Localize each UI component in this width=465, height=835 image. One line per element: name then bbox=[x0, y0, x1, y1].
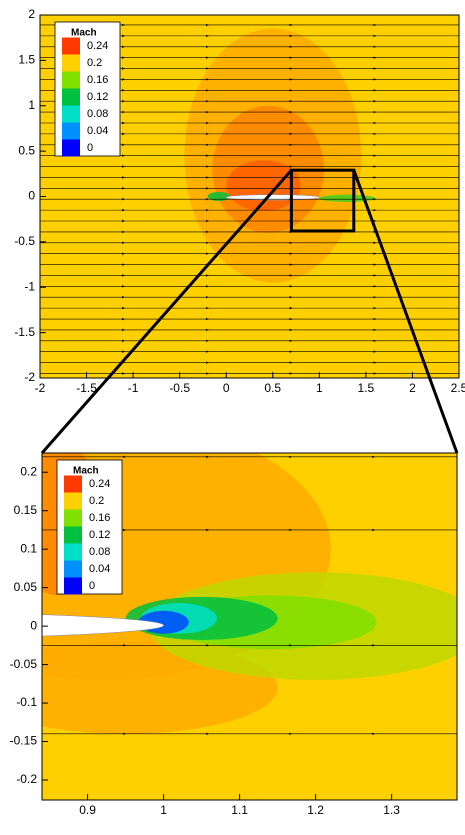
legend-swatch bbox=[64, 526, 82, 544]
mach-region bbox=[207, 191, 230, 202]
y-tick-label: 1.5 bbox=[18, 53, 35, 67]
legend-swatch bbox=[62, 37, 80, 55]
y-tick-label: 0.5 bbox=[18, 143, 35, 157]
legend-swatch bbox=[62, 88, 80, 106]
y-tick-label: -0.5 bbox=[14, 234, 35, 248]
legend-title: Mach bbox=[71, 28, 97, 39]
x-tick-label: 0.5 bbox=[264, 381, 281, 395]
airfoil-body bbox=[42, 614, 164, 637]
legend-label: 0.12 bbox=[87, 91, 108, 103]
zoom-connector bbox=[352, 169, 459, 454]
legend-swatch bbox=[62, 122, 80, 140]
legend-title: Mach bbox=[73, 466, 99, 477]
y-tick-label: 0 bbox=[28, 189, 35, 203]
y-tick-label: -1 bbox=[24, 279, 35, 293]
y-tick-label: -0.05 bbox=[10, 657, 38, 671]
x-tick-label: 1 bbox=[316, 381, 323, 395]
mach-region bbox=[319, 194, 376, 202]
legend-swatch bbox=[64, 509, 82, 527]
legend-label: 0.2 bbox=[87, 57, 102, 69]
legend-swatch bbox=[64, 577, 82, 595]
x-tick-label: -0.5 bbox=[169, 381, 190, 395]
legend-swatch bbox=[62, 71, 80, 89]
y-tick-label: -1.5 bbox=[14, 325, 35, 339]
legend-label: 0.08 bbox=[87, 108, 108, 120]
legend-label: 0 bbox=[89, 580, 95, 592]
zoom-connector bbox=[40, 169, 293, 454]
legend-label: 0 bbox=[87, 142, 93, 154]
x-tick-label: -1 bbox=[128, 381, 139, 395]
y-tick-label: -0.2 bbox=[16, 772, 37, 786]
legend-label: 0.04 bbox=[89, 563, 110, 575]
x-tick-label: 1.3 bbox=[383, 803, 400, 817]
y-tick-label: -0.1 bbox=[16, 695, 37, 709]
legend-swatch bbox=[62, 105, 80, 123]
y-tick-label: 0.15 bbox=[14, 503, 38, 517]
x-tick-label: 1 bbox=[160, 803, 167, 817]
legend-label: 0.24 bbox=[87, 40, 108, 52]
legend-swatch bbox=[64, 543, 82, 561]
plot-area bbox=[40, 15, 459, 378]
legend-label: 0.08 bbox=[89, 546, 110, 558]
x-tick-label: 2 bbox=[409, 381, 416, 395]
x-tick-label: 1.1 bbox=[231, 803, 248, 817]
x-tick-label: 0 bbox=[223, 381, 230, 395]
y-tick-label: 2 bbox=[28, 7, 35, 21]
x-tick-label: 1.5 bbox=[358, 381, 375, 395]
legend-swatch bbox=[62, 54, 80, 72]
y-tick-label: -2 bbox=[24, 370, 35, 384]
legend-label: 0.04 bbox=[87, 125, 108, 137]
legend-label: 0.24 bbox=[89, 478, 110, 490]
zoom-box bbox=[289, 168, 356, 233]
legend-label: 0.2 bbox=[89, 495, 104, 507]
legend-label: 0.16 bbox=[89, 512, 110, 524]
x-tick-label: -1.5 bbox=[76, 381, 97, 395]
y-tick-label: 0.05 bbox=[14, 580, 38, 594]
x-tick-label: 0.9 bbox=[79, 803, 96, 817]
x-tick-label: -2 bbox=[35, 381, 46, 395]
legend-swatch bbox=[62, 139, 80, 157]
legend-swatch bbox=[64, 560, 82, 578]
x-tick-label: 2.5 bbox=[451, 381, 465, 395]
legend-label: 0.12 bbox=[89, 529, 110, 541]
y-tick-label: 0.1 bbox=[20, 541, 37, 555]
legend-swatch bbox=[64, 492, 82, 510]
x-tick-label: 1.2 bbox=[307, 803, 324, 817]
legend-label: 0.16 bbox=[87, 74, 108, 86]
y-tick-label: 1 bbox=[28, 98, 35, 112]
y-tick-label: 0 bbox=[30, 618, 37, 632]
legend-swatch bbox=[64, 475, 82, 493]
y-tick-label: -0.15 bbox=[10, 734, 38, 748]
y-tick-label: 0.2 bbox=[20, 464, 37, 478]
